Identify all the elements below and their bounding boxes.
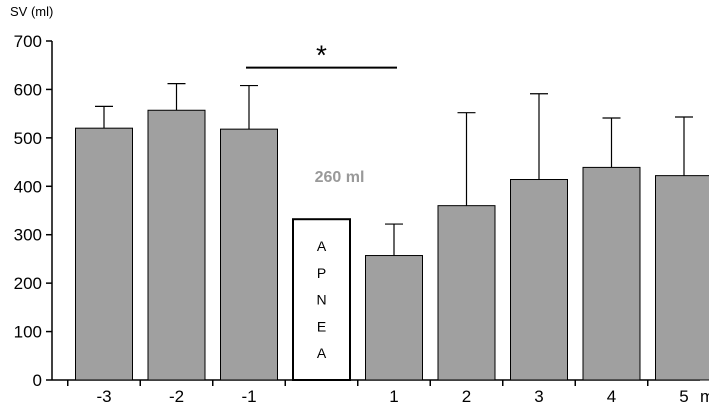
y-tick-label: 100 xyxy=(14,323,42,342)
bar xyxy=(220,128,278,381)
bar xyxy=(147,109,206,381)
significance-star: * xyxy=(316,40,327,71)
bar xyxy=(655,175,709,381)
x-tick-label: 2 xyxy=(462,387,471,406)
y-tick-label: 400 xyxy=(14,177,42,196)
apnea-bar xyxy=(292,218,351,381)
x-tick-label: -1 xyxy=(241,387,256,406)
sv-annotation-label: 260 ml xyxy=(315,169,365,186)
y-axis-title: SV (ml) xyxy=(10,4,53,19)
x-tick-label: -3 xyxy=(96,387,111,406)
apnea-letter: A xyxy=(317,345,327,361)
bar xyxy=(365,255,423,381)
bar xyxy=(582,166,641,381)
x-tick-label: -2 xyxy=(169,387,184,406)
apnea-letter: P xyxy=(317,265,326,281)
apnea-letter: A xyxy=(317,238,327,254)
x-tick-label: 1 xyxy=(389,387,398,406)
y-tick-label: 500 xyxy=(14,129,42,148)
apnea-letter: N xyxy=(316,292,326,308)
x-tick-label: 5 xyxy=(679,387,688,406)
y-tick-label: 600 xyxy=(14,80,42,99)
bar xyxy=(75,127,133,381)
x-tick-label: 4 xyxy=(607,387,616,406)
x-unit-label: min xyxy=(700,387,709,406)
x-tick-label: 3 xyxy=(534,387,543,406)
y-tick-label: 700 xyxy=(14,32,42,51)
y-tick-label: 0 xyxy=(33,371,42,390)
y-tick-label: 200 xyxy=(14,274,42,293)
y-tick-label: 300 xyxy=(14,226,42,245)
bar xyxy=(510,179,568,381)
apnea-letter: E xyxy=(317,318,326,334)
bar xyxy=(437,205,496,381)
